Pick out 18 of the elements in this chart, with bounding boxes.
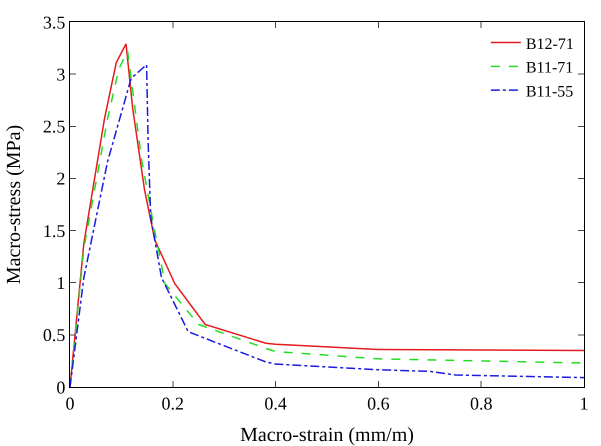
y-tick-label: 0 (56, 377, 66, 398)
y-tick-label: 0.5 (42, 325, 66, 346)
x-tick-label: 0.8 (470, 394, 492, 414)
x-axis-title: Macro-strain (mm/m) (240, 424, 414, 446)
y-tick-label: 1.5 (42, 220, 66, 241)
y-tick-label: 3 (56, 64, 66, 84)
y-tick-label: 1 (56, 273, 66, 294)
x-tick-label: 0.2 (162, 394, 184, 414)
y-tick-label: 2.5 (42, 116, 66, 137)
y-axis-title: Macro-stress (MPa) (3, 124, 25, 284)
legend-label: B11-71 (526, 60, 574, 77)
x-tick-label: 1 (580, 394, 588, 414)
y-tick-label: 2 (56, 168, 66, 189)
legend-label: B11-55 (526, 83, 574, 100)
legend-label: B12-71 (526, 36, 574, 53)
x-tick-label: 0.6 (367, 394, 390, 414)
x-tick-label: 0.4 (264, 394, 287, 414)
y-tick-label: 3.5 (42, 12, 66, 32)
